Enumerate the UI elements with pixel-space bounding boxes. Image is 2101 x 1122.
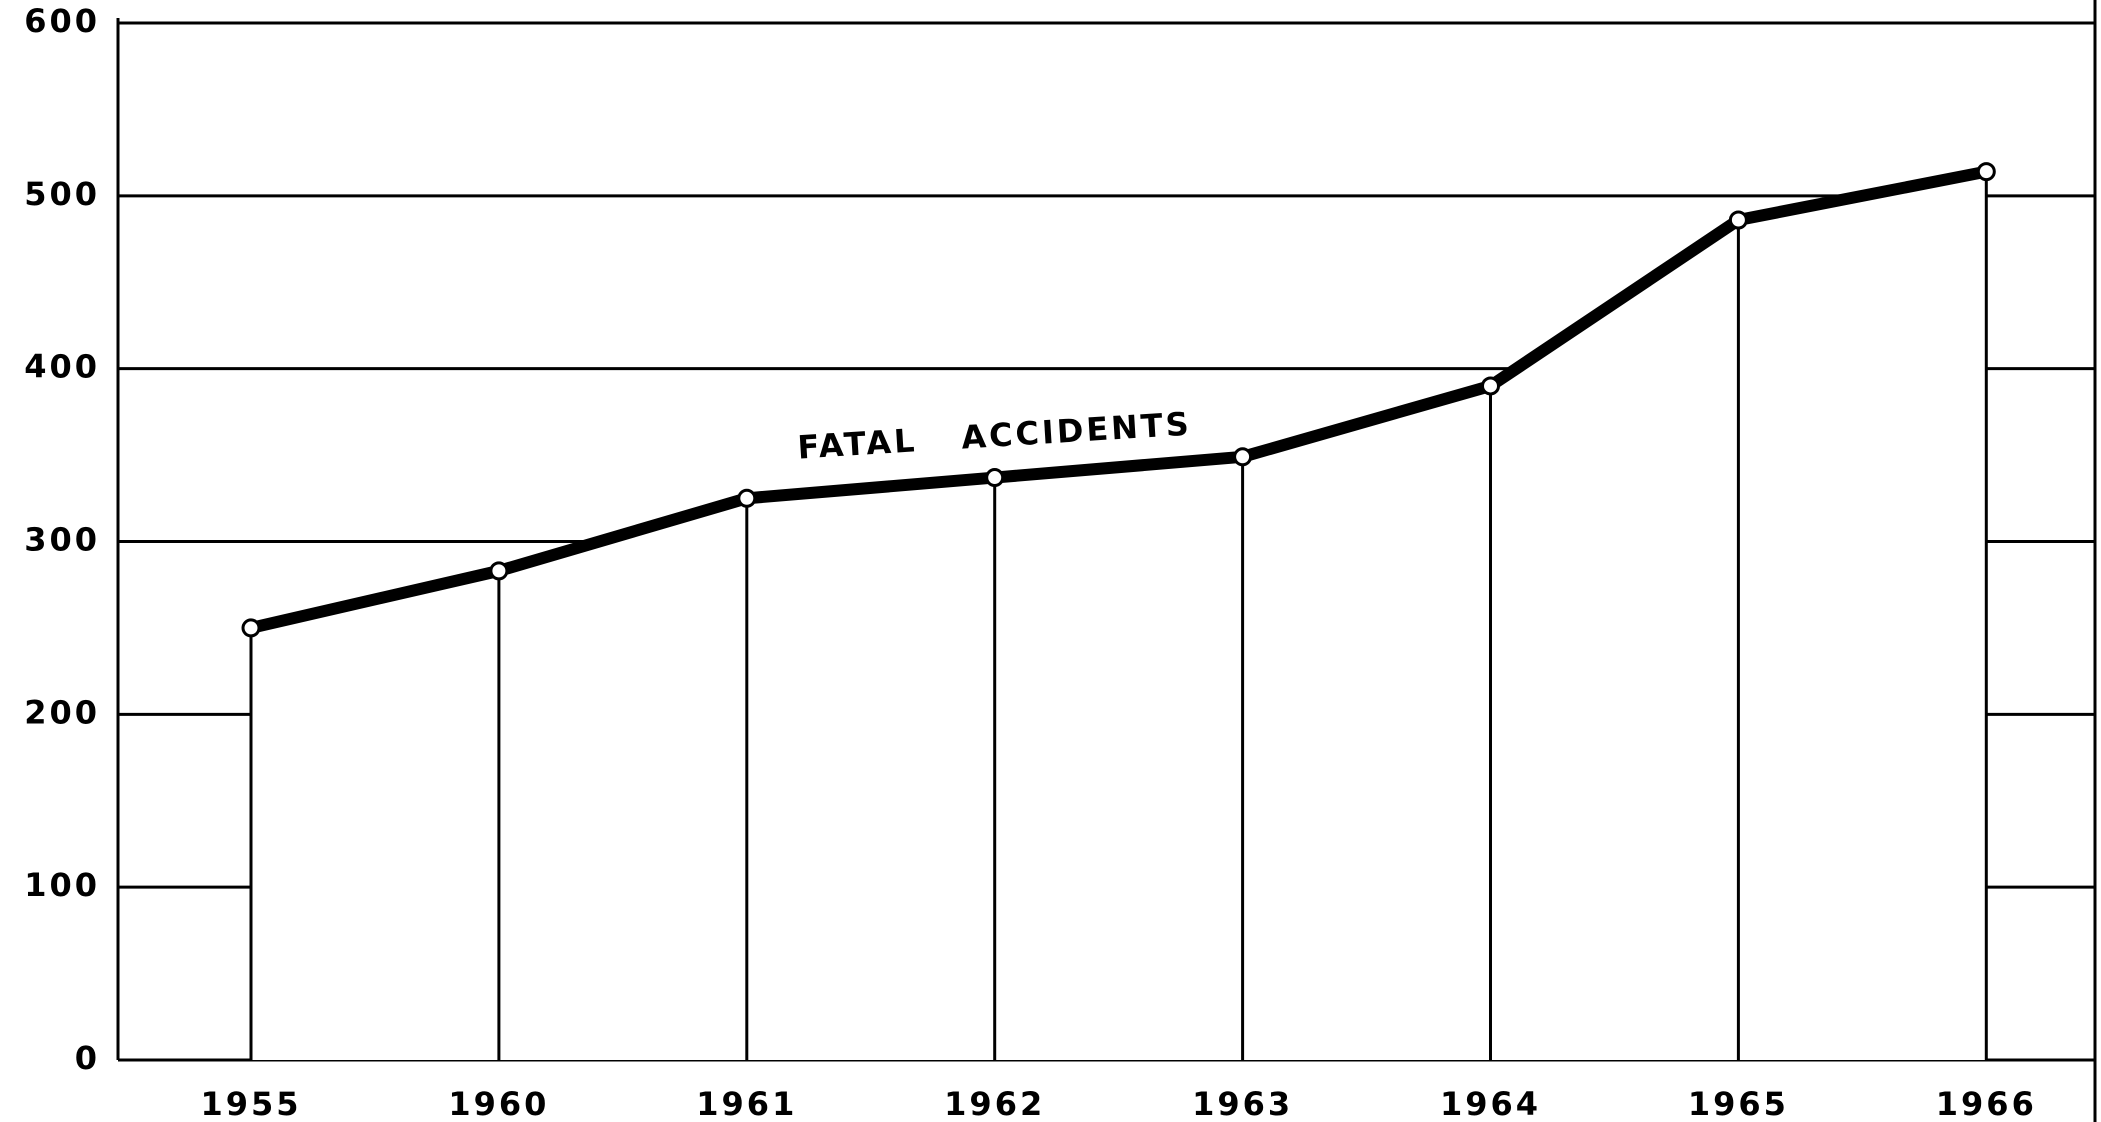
x-tick-label: 1961 bbox=[696, 1085, 797, 1122]
y-tick-label: 300 bbox=[24, 521, 100, 559]
x-tick-label: 1965 bbox=[1688, 1085, 1789, 1122]
y-tick-label: 0 bbox=[75, 1039, 100, 1077]
x-tick-label: 1963 bbox=[1192, 1085, 1293, 1122]
area-mask bbox=[251, 171, 1987, 1061]
marker bbox=[489, 561, 509, 581]
marker bbox=[1233, 447, 1253, 467]
data-line bbox=[249, 165, 1988, 634]
y-tick-label: 200 bbox=[24, 693, 100, 731]
y-tick-label: 400 bbox=[24, 348, 100, 386]
y-tick-label: 500 bbox=[24, 175, 100, 213]
marker bbox=[1728, 210, 1748, 230]
marker bbox=[241, 618, 261, 638]
series-label: FATAL ACCIDENTS bbox=[796, 405, 1192, 467]
y-tick-label: 600 bbox=[24, 2, 100, 40]
x-tick-label: 1962 bbox=[944, 1085, 1045, 1122]
x-tick-label: 1955 bbox=[200, 1085, 301, 1122]
y-tick-label: 100 bbox=[24, 866, 100, 904]
marker bbox=[985, 468, 1005, 488]
x-tick-label: 1960 bbox=[448, 1085, 549, 1122]
marker bbox=[737, 488, 757, 508]
marker bbox=[1481, 376, 1500, 396]
x-tick-label: 1964 bbox=[1440, 1085, 1541, 1122]
x-tick-label: 1966 bbox=[1936, 1085, 2037, 1122]
marker bbox=[1976, 162, 1996, 182]
